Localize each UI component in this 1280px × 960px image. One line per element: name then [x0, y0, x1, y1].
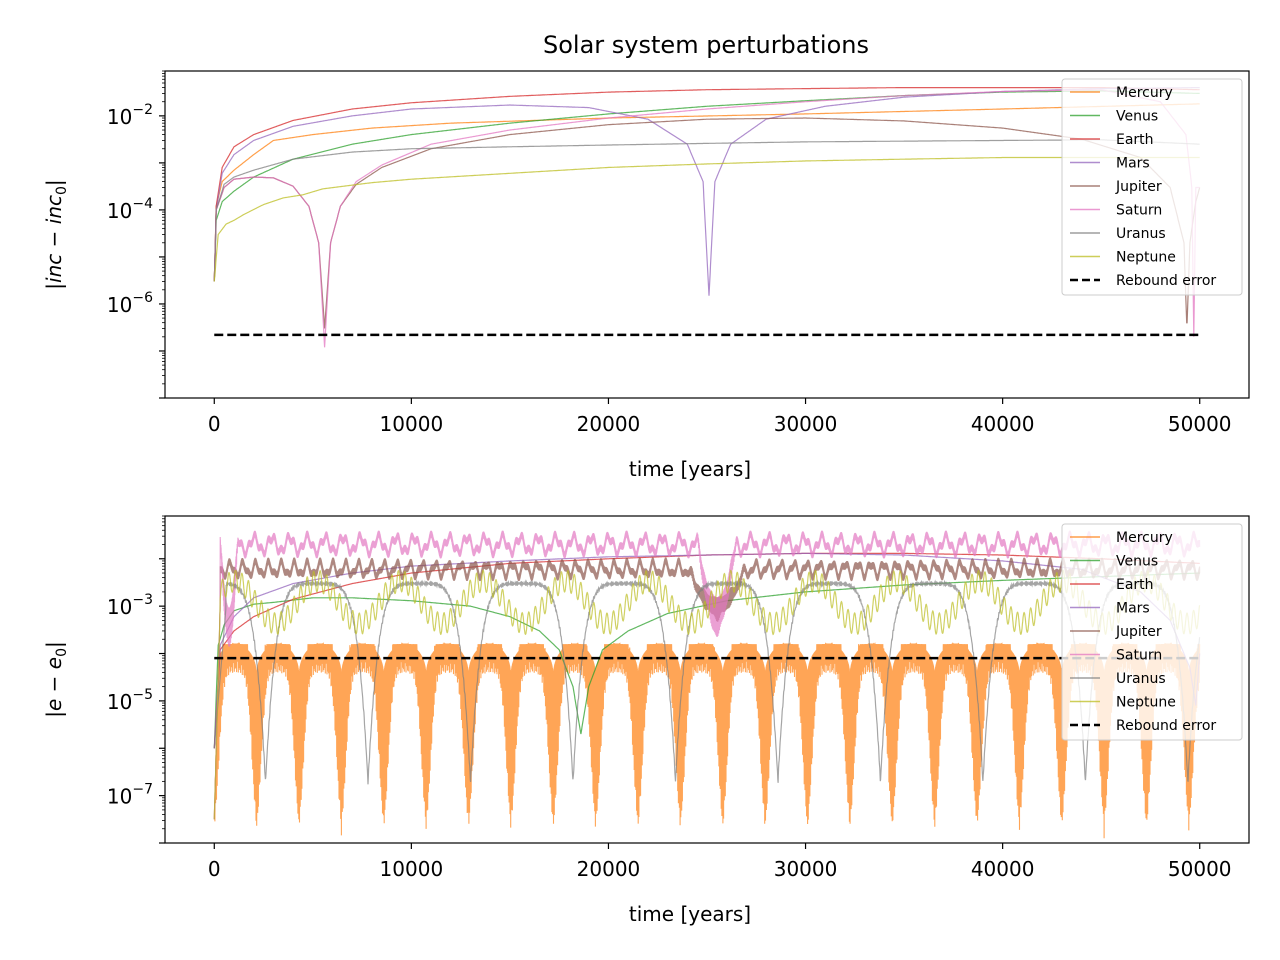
legend-label-earth: Earth [1116, 132, 1154, 148]
series-saturn [213, 89, 1200, 348]
legend-label-venus: Venus [1116, 554, 1158, 570]
legend-label-uranus: Uranus [1116, 671, 1166, 687]
legend-label-mercury: Mercury [1116, 530, 1173, 546]
series-mercury [213, 103, 1200, 282]
series-neptune [213, 569, 1201, 820]
y-tick-label: 10−7 [107, 782, 153, 809]
x-tick-label: 20000 [577, 857, 641, 881]
figure-title: Solar system perturbations [543, 31, 869, 59]
legend: Mercury Venus Earth Mars Jupiter Saturn Uranus… [1061, 78, 1243, 296]
series-saturn [213, 530, 1201, 820]
y-tick-label: 10−5 [107, 687, 153, 714]
eccentricity-panel: 0 10000 20000 30000 40000 50000 10−3 10−5 10−7 ti… [42, 515, 1250, 926]
x-tick-label: 30000 [774, 857, 838, 881]
legend-label-rebound-error: Rebound error [1116, 273, 1216, 289]
x-tick-label: 40000 [971, 857, 1035, 881]
y-tick-label: 10−6 [107, 290, 153, 317]
series-venus [213, 90, 1200, 282]
legend-label-mars: Mars [1116, 156, 1150, 172]
plot-area [213, 87, 1201, 348]
x-tick-label: 50000 [1168, 857, 1232, 881]
legend-label-neptune: Neptune [1116, 695, 1176, 711]
y-tick-label: 10−3 [107, 592, 153, 619]
legend-label-rebound-error: Rebound error [1116, 718, 1216, 734]
y-axis-label: |inc − inc0| [42, 179, 70, 289]
series-mercury [213, 641, 1201, 839]
legend-label-neptune: Neptune [1116, 250, 1176, 266]
inclination-panel: 0 10000 20000 30000 40000 50000 10−2 10−4 10−6 ti… [42, 70, 1250, 481]
y-tick-label: 10−2 [107, 102, 153, 129]
x-tick-label: 0 [208, 857, 221, 881]
legend-label-mercury: Mercury [1116, 85, 1173, 101]
x-tick-label: 0 [208, 412, 221, 436]
legend-label-venus: Venus [1116, 109, 1158, 125]
x-tick-label: 40000 [971, 412, 1035, 436]
series-neptune [213, 156, 1200, 282]
series-uranus [213, 579, 1201, 785]
series-uranus [213, 139, 1200, 282]
legend-box [1061, 523, 1243, 741]
x-tick-label: 30000 [774, 412, 838, 436]
legend-label-mars: Mars [1116, 601, 1150, 617]
legend-label-earth: Earth [1116, 577, 1154, 593]
y-axis-label: |e − e0| [42, 641, 70, 718]
x-tick-label: 50000 [1168, 412, 1232, 436]
x-axis-label: time [years] [629, 902, 751, 926]
x-tick-label: 20000 [577, 412, 641, 436]
legend-label-jupiter: Jupiter [1115, 624, 1162, 640]
x-axis-label: time [years] [629, 457, 751, 481]
legend-label-saturn: Saturn [1116, 648, 1162, 664]
legend-label-jupiter: Jupiter [1115, 179, 1162, 195]
series-jupiter [213, 117, 1201, 329]
legend: Mercury Venus Earth Mars Jupiter Saturn Uranus… [1061, 523, 1243, 741]
series-earth [213, 87, 1200, 282]
y-tick-label: 10−4 [107, 196, 153, 223]
axes-frame [164, 515, 1250, 844]
x-tick-label: 10000 [380, 412, 444, 436]
legend-label-saturn: Saturn [1116, 203, 1162, 219]
legend-label-uranus: Uranus [1116, 226, 1166, 242]
x-tick-label: 10000 [380, 857, 444, 881]
legend-box [1061, 78, 1243, 296]
plot-area [213, 530, 1201, 839]
